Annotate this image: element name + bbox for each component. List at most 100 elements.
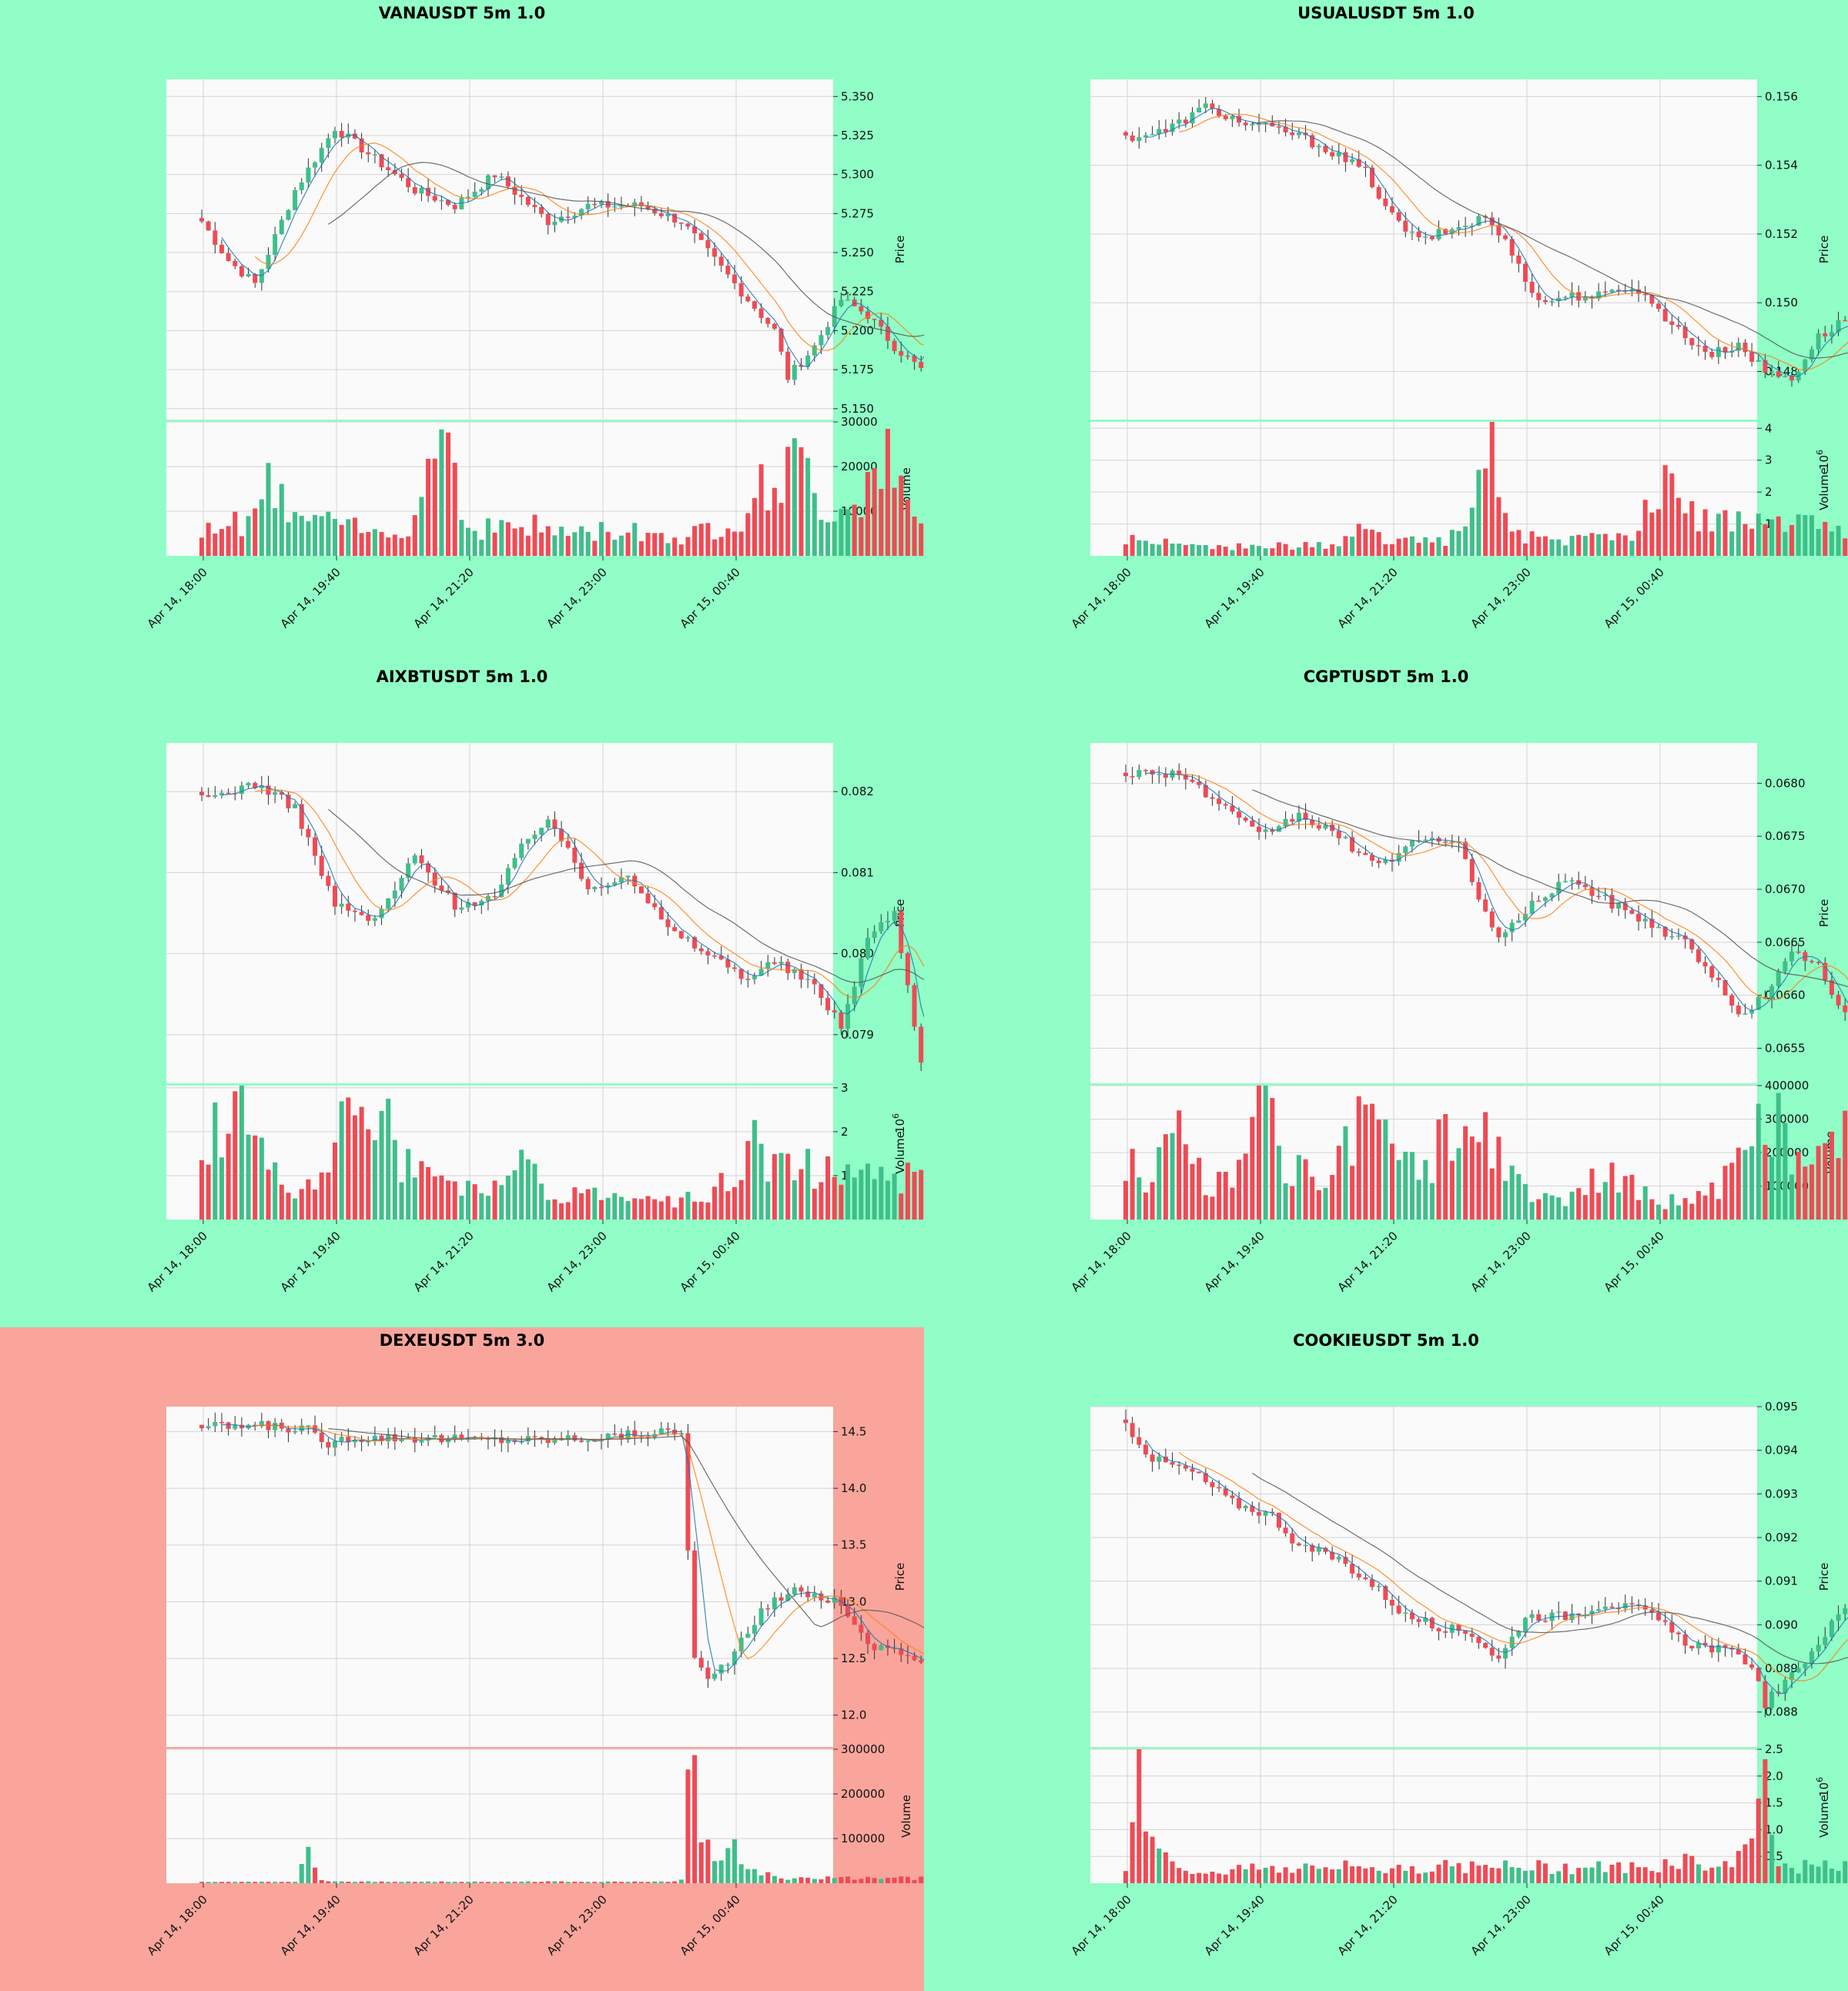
candle-body xyxy=(1150,1454,1155,1462)
volume-bar xyxy=(1316,1190,1321,1220)
volume-bar xyxy=(652,1881,658,1883)
candle-body xyxy=(1629,910,1635,914)
volume-bar xyxy=(1230,1187,1235,1220)
volume-bar xyxy=(718,1860,724,1883)
volume-bar xyxy=(333,1142,337,1220)
candle-body xyxy=(745,1633,751,1638)
candle-body xyxy=(326,1442,331,1448)
volume-bar xyxy=(466,527,470,556)
volume-bar xyxy=(705,523,711,556)
candle-body xyxy=(293,804,298,808)
volume-bar xyxy=(539,1183,544,1220)
candle-body xyxy=(1376,1585,1381,1588)
volume-bar xyxy=(1669,1866,1675,1883)
volume-bar xyxy=(1276,1872,1281,1883)
candle-body xyxy=(1489,911,1495,928)
candle-body xyxy=(1257,1511,1261,1516)
volume-bar xyxy=(1829,531,1834,556)
volume-bar xyxy=(406,1881,411,1883)
volume-bar xyxy=(479,1882,484,1883)
candle-body xyxy=(1456,226,1461,229)
candle-body xyxy=(319,855,324,876)
candle-body xyxy=(1383,859,1388,863)
candle-body xyxy=(1157,774,1162,775)
volume-bar xyxy=(865,1876,870,1883)
volume-bar xyxy=(472,1184,477,1220)
volume-bar xyxy=(1629,1174,1635,1220)
candle-body xyxy=(798,1587,804,1592)
volume-bar xyxy=(452,1181,457,1220)
volume-bar xyxy=(1756,514,1761,556)
volume-bar xyxy=(1483,1865,1488,1883)
volume-bar xyxy=(1443,1859,1448,1883)
volume-bar xyxy=(319,516,324,556)
candle-body xyxy=(1336,831,1341,838)
volume-bar xyxy=(1809,1164,1814,1220)
candle-body xyxy=(359,1440,364,1442)
volume-bar xyxy=(1350,1166,1355,1220)
volume-bar xyxy=(565,1882,571,1883)
volume-bar xyxy=(599,1200,604,1220)
candle-body xyxy=(612,1433,618,1435)
x-tick-label: Apr 14, 19:40 xyxy=(278,1892,343,1958)
x-tick-label: Apr 15, 00:40 xyxy=(1602,1892,1667,1958)
volume-bar xyxy=(1183,544,1188,556)
x-tick-label: Apr 14, 23:00 xyxy=(544,565,610,631)
candle-body xyxy=(1476,882,1481,900)
candle-body xyxy=(599,886,604,888)
volume-bar xyxy=(1776,1093,1781,1220)
candle-body xyxy=(1310,135,1315,148)
candle-body xyxy=(778,328,784,352)
volume-bar xyxy=(1409,1866,1414,1883)
candle-body xyxy=(1609,1606,1615,1608)
candle-body xyxy=(1509,239,1515,256)
candle-body xyxy=(1303,1544,1308,1547)
candle-body xyxy=(1709,966,1715,978)
candle-body xyxy=(692,1550,698,1658)
volume-bar xyxy=(552,1881,557,1883)
x-tick-label: Apr 14, 23:00 xyxy=(544,1892,610,1958)
candle-body xyxy=(459,907,464,910)
volume-bar xyxy=(745,513,751,556)
candle-body xyxy=(1749,352,1755,362)
candle-body xyxy=(306,1425,311,1427)
volume-bar xyxy=(725,528,731,556)
candle-body xyxy=(1416,231,1421,238)
volume-bar xyxy=(859,1170,864,1220)
volume-bar xyxy=(1509,1867,1515,1883)
volume-bar xyxy=(772,1153,777,1220)
volume-bar xyxy=(885,1877,890,1883)
candle-body xyxy=(1776,371,1781,377)
volume-bar xyxy=(1843,1861,1848,1883)
volume-bar xyxy=(1836,1871,1841,1883)
volume-bar xyxy=(585,1189,591,1220)
candle-body xyxy=(1542,897,1548,902)
candlestick-chart: VANAUSDT 5m 1.0 Apr 14, 18:00 Apr 14, 19:4… xyxy=(145,4,937,631)
volume-bar xyxy=(1722,510,1728,556)
candle-body xyxy=(1582,296,1588,301)
candle-body xyxy=(1270,1511,1275,1514)
x-tick-label: Apr 14, 19:40 xyxy=(1202,1229,1267,1294)
candle-body xyxy=(1696,1642,1701,1648)
candle-body xyxy=(658,1428,664,1434)
volume-bar xyxy=(1416,1180,1421,1220)
volume-bar xyxy=(552,535,557,556)
volume-bar xyxy=(326,511,331,556)
candle-body xyxy=(1523,263,1528,282)
volume-bar xyxy=(599,1882,604,1883)
candle-body xyxy=(339,1437,344,1441)
volume-bar xyxy=(839,1184,844,1220)
volume-bar xyxy=(525,1881,531,1883)
volume-bar xyxy=(346,1097,351,1220)
candle-body xyxy=(412,187,417,194)
candle-body xyxy=(792,1587,797,1594)
candle-body xyxy=(1210,797,1215,799)
x-tick-label: Apr 14, 23:00 xyxy=(1468,1892,1534,1958)
volume-bar xyxy=(532,1163,537,1220)
candle-body xyxy=(1529,281,1535,293)
volume-bar xyxy=(1257,1086,1261,1220)
candle-body xyxy=(466,902,470,908)
volume-bar xyxy=(1689,1855,1695,1883)
volume-bar xyxy=(253,1882,258,1883)
candle-body xyxy=(632,1430,638,1437)
